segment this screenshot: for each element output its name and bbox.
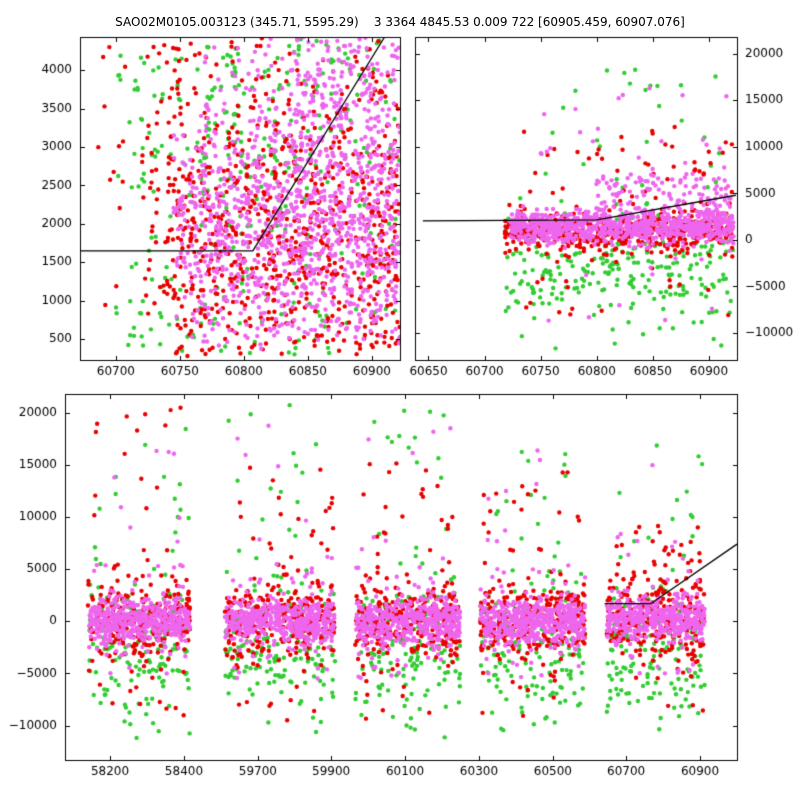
figure-title: SAO02M0105.003123 (345.71, 5595.29) 3 33… <box>115 15 685 29</box>
